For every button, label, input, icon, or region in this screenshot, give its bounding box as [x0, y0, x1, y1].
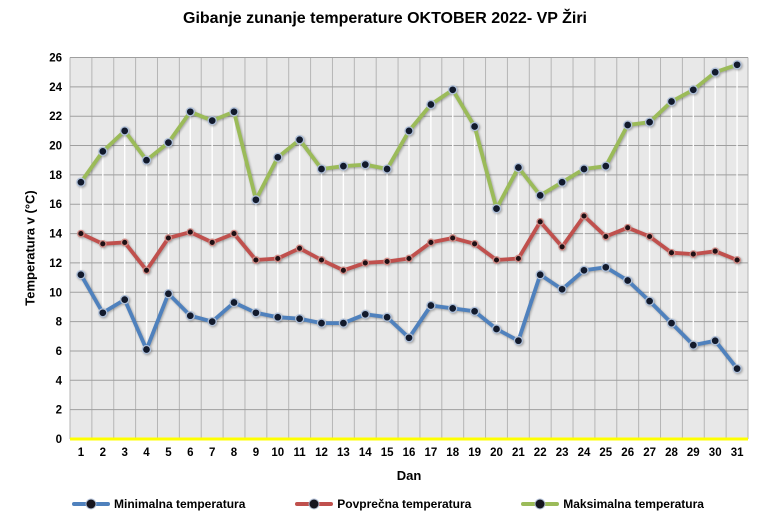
legend-item-minimalna-temperatura: Minimalna temperatura: [72, 497, 245, 511]
high-low-lines: [80, 64, 738, 369]
y-tick-label: 4: [56, 375, 63, 387]
x-tick-label: 17: [425, 447, 438, 459]
y-tick-label: 0: [56, 434, 62, 446]
x-tick-label: 15: [381, 447, 394, 459]
y-tick-label: 2: [56, 405, 62, 417]
x-axis-title: Dan: [396, 468, 422, 483]
x-tick-label: 2: [100, 447, 106, 459]
legend-label: Povprečna temperatura: [337, 497, 472, 511]
x-tick-label: 26: [621, 447, 634, 459]
legend: Minimalna temperatura Povprečna temperat…: [0, 497, 770, 511]
y-tick-label: 16: [49, 199, 62, 211]
x-tick-label: 28: [665, 447, 678, 459]
x-tick-label: 31: [731, 447, 744, 459]
y-tick-label: 24: [49, 82, 62, 94]
x-tick-label: 30: [709, 447, 722, 459]
legend-item-povprecna-temperatura: Povprečna temperatura: [295, 497, 471, 511]
x-tick-label: 25: [599, 447, 612, 459]
x-tick-label: 18: [446, 447, 459, 459]
x-tick-labels: 1 2 3 4 5 6 7 8 9 10 11 12 13 14 15 16 17 18 19 20 21 22 23 24 2…: [78, 447, 744, 459]
x-tick-label: 11: [294, 447, 307, 459]
legend-marker-line-icon: [295, 499, 334, 509]
x-tick-label: 29: [687, 447, 700, 459]
y-tick-label: 8: [56, 317, 63, 329]
x-tick-label: 8: [231, 447, 238, 459]
x-tick-label: 5: [165, 447, 172, 459]
vertical-gridlines: [69, 57, 749, 439]
x-tick-label: 3: [121, 447, 127, 459]
legend-item-maksimalna-temperatura: Maksimalna temperatura: [521, 497, 704, 511]
y-tick-label: 12: [49, 258, 62, 270]
x-tick-label: 9: [253, 447, 259, 459]
x-tick-label: 10: [271, 447, 284, 459]
legend-label: Maksimalna temperatura: [563, 497, 704, 511]
x-tick-label: 4: [143, 447, 150, 459]
legend-marker-line-icon: [72, 499, 110, 509]
x-tick-label: 12: [315, 447, 328, 459]
x-tick-label: 6: [187, 447, 193, 459]
y-axis-title: Temperatura v (°C): [22, 190, 38, 306]
x-tick-label: 23: [556, 447, 569, 459]
x-tick-label: 1: [78, 447, 85, 459]
y-tick-label: 10: [49, 287, 62, 299]
legend-marker-dot-icon: [309, 499, 319, 509]
x-tick-label: 7: [209, 447, 215, 459]
x-tick-label: 16: [403, 447, 416, 459]
y-tick-label: 26: [49, 53, 62, 65]
legend-marker-line-icon: [521, 499, 560, 509]
x-tick-label: 19: [468, 447, 481, 459]
x-tick-label: 27: [643, 447, 656, 459]
x-tick-label: 13: [337, 447, 350, 459]
x-tick-label: 21: [512, 447, 525, 459]
y-tick-label: 6: [56, 346, 62, 358]
y-tick-label: 14: [49, 229, 62, 241]
legend-label: Minimalna temperatura: [114, 497, 246, 511]
series-maksimalna-temperatura: [76, 60, 742, 214]
legend-marker-dot-icon: [535, 499, 545, 509]
x-tick-label: 14: [359, 447, 372, 459]
legend-marker-dot-icon: [86, 499, 96, 509]
series-minimalna-temperatura: [76, 262, 742, 374]
x-tick-label: 22: [534, 447, 547, 459]
chart-title: Gibanje zunanje temperature OKTOBER 2022…: [183, 10, 587, 27]
y-tick-label: 18: [49, 170, 62, 182]
x-tick-label: 20: [490, 447, 503, 459]
series-povpre-na-temperatura: [77, 212, 741, 275]
x-tick-label: 24: [578, 447, 591, 459]
y-tick-label: 22: [49, 111, 62, 123]
y-tick-label: 20: [49, 141, 62, 153]
